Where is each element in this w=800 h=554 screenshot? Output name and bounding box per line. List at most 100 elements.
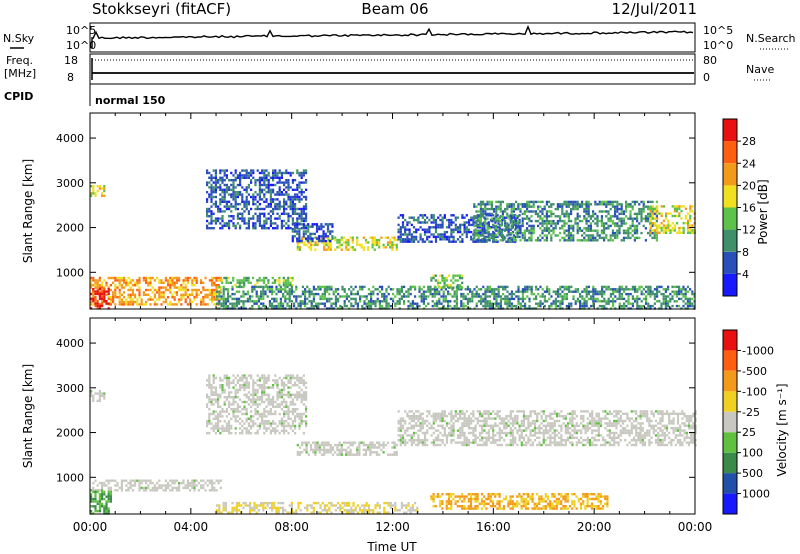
echo-cell	[246, 290, 249, 293]
echo-cell	[585, 295, 588, 298]
echo-cell	[252, 203, 255, 206]
echo-cell	[452, 281, 455, 285]
echo-cell	[482, 231, 485, 235]
colorbar-tick-label: 8	[742, 246, 749, 259]
echo-cell	[296, 415, 299, 418]
echo-cell	[101, 284, 104, 287]
echo-cell	[232, 398, 235, 401]
echo-cell	[287, 415, 290, 418]
echo-cell	[611, 200, 614, 204]
echo-cell	[254, 408, 257, 411]
echo-cell	[258, 217, 261, 220]
echo-cell	[101, 392, 104, 395]
echo-cell	[473, 231, 476, 235]
echo-cell	[585, 304, 588, 308]
echo-cell	[660, 304, 663, 308]
echo-cell	[242, 292, 245, 296]
echo-cell	[479, 212, 482, 216]
echo-cell	[497, 292, 500, 296]
echo-cell	[409, 302, 412, 305]
echo-cell	[151, 276, 154, 280]
echo-cell	[471, 297, 474, 301]
echo-cell	[585, 227, 588, 230]
echo-cell	[609, 215, 612, 218]
echo-cell	[572, 239, 575, 242]
echo-cell	[351, 441, 354, 444]
echo-cell	[167, 296, 170, 299]
echo-cell	[302, 393, 305, 396]
echo-cell	[214, 427, 217, 430]
echo-cell	[101, 304, 104, 308]
echo-cell	[642, 200, 645, 204]
echo-cell	[656, 288, 659, 291]
echo-cell	[480, 295, 483, 298]
echo-cell	[127, 296, 130, 299]
echo-cell	[208, 376, 211, 380]
echo-cell	[245, 186, 248, 189]
echo-cell	[273, 297, 276, 301]
echo-cell	[255, 300, 258, 303]
echo-cell	[94, 493, 97, 496]
echo-cell	[206, 169, 209, 172]
echo-cell	[276, 203, 279, 206]
echo-cell	[101, 486, 104, 490]
echo-cell	[568, 302, 571, 305]
echo-cell	[235, 302, 238, 305]
echo-cell	[488, 288, 491, 291]
echo-cell	[267, 396, 270, 399]
echo-cell	[671, 222, 674, 225]
echo-cell	[432, 216, 435, 219]
echo-cell	[206, 198, 209, 201]
echo-cell	[574, 203, 577, 206]
colorbar-segment	[723, 185, 737, 208]
echo-cell	[236, 388, 239, 392]
echo-cell	[526, 203, 529, 206]
echo-cell	[532, 292, 535, 296]
echo-cell	[296, 169, 299, 172]
echo-cell	[523, 236, 526, 240]
echo-cell	[305, 424, 308, 428]
echo-cell	[217, 217, 220, 220]
echo-cell	[396, 290, 399, 293]
echo-cell	[296, 230, 299, 233]
echo-cell	[101, 292, 104, 296]
echo-cell	[261, 183, 264, 187]
echo-cell	[315, 302, 318, 305]
echo-cell	[563, 200, 566, 204]
echo-cell	[232, 410, 235, 413]
echo-cell	[327, 443, 330, 447]
echo-cell	[636, 295, 639, 298]
echo-cell	[500, 218, 504, 222]
echo-cell	[223, 193, 226, 196]
echo-cell	[254, 179, 257, 182]
echo-cell	[458, 288, 461, 291]
echo-cell	[627, 297, 630, 301]
echo-cell	[464, 295, 467, 298]
echo-cell	[197, 481, 200, 485]
echo-cell	[347, 441, 350, 444]
echo-cell	[495, 219, 498, 223]
echo-cell	[419, 221, 422, 224]
echo-cell	[283, 405, 286, 408]
echo-cell	[312, 243, 315, 247]
echo-cell	[534, 239, 537, 242]
echo-cell	[142, 479, 145, 482]
echo-cell	[667, 224, 670, 227]
echo-cell	[98, 493, 101, 496]
echo-cell	[491, 292, 494, 296]
echo-cell	[308, 295, 311, 298]
echo-cell	[326, 223, 330, 226]
echo-cell	[279, 300, 282, 303]
echo-cell	[263, 181, 266, 184]
echo-cell	[243, 200, 246, 203]
echo-cell	[112, 296, 115, 299]
echo-cell	[496, 226, 499, 229]
echo-cell	[258, 376, 261, 380]
echo-cell	[631, 205, 634, 208]
echo-cell	[153, 303, 156, 306]
echo-cell	[189, 303, 192, 306]
echo-cell	[186, 303, 189, 306]
echo-cell	[658, 212, 661, 215]
echo-cell	[497, 288, 500, 291]
echo-cell	[98, 507, 101, 510]
